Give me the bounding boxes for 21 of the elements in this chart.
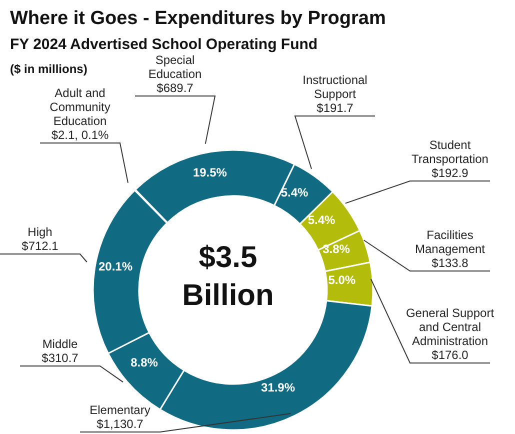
data-label: 20.1%	[98, 260, 133, 274]
data-label: 5.0%	[328, 273, 356, 288]
slice-label: Special Education $689.7	[148, 53, 202, 95]
data-label: 5.4%	[308, 212, 336, 227]
slice-label: Facilities Management $133.8	[414, 228, 486, 270]
data-label: 3.8%	[322, 242, 350, 256]
chart-subtitle: FY 2024 Advertised School Operating Fund	[10, 36, 318, 53]
slice-label: Adult and Community Education $2.1, 0.1%	[50, 86, 110, 142]
slice-label: Elementary $1,130.7	[90, 403, 150, 431]
data-label: 5.4%	[280, 185, 309, 200]
data-label: 8.8%	[130, 355, 158, 370]
slice-label: High $712.1	[22, 225, 59, 253]
data-label: 19.5%	[192, 165, 228, 180]
slice-label: Student Transportation $192.9	[412, 138, 488, 180]
text: ($ in millions)	[10, 62, 88, 76]
slice-label: Middle $310.7	[42, 337, 79, 365]
data-label: 31.9%	[260, 380, 296, 394]
slice-label: Instructional Support $191.7	[302, 73, 368, 115]
slice-label: General Support and Central Administration $176.0	[406, 306, 495, 362]
chart-title: Where it Goes - Expenditures by Program	[10, 8, 386, 30]
text: $3.5 Billion	[182, 241, 274, 312]
